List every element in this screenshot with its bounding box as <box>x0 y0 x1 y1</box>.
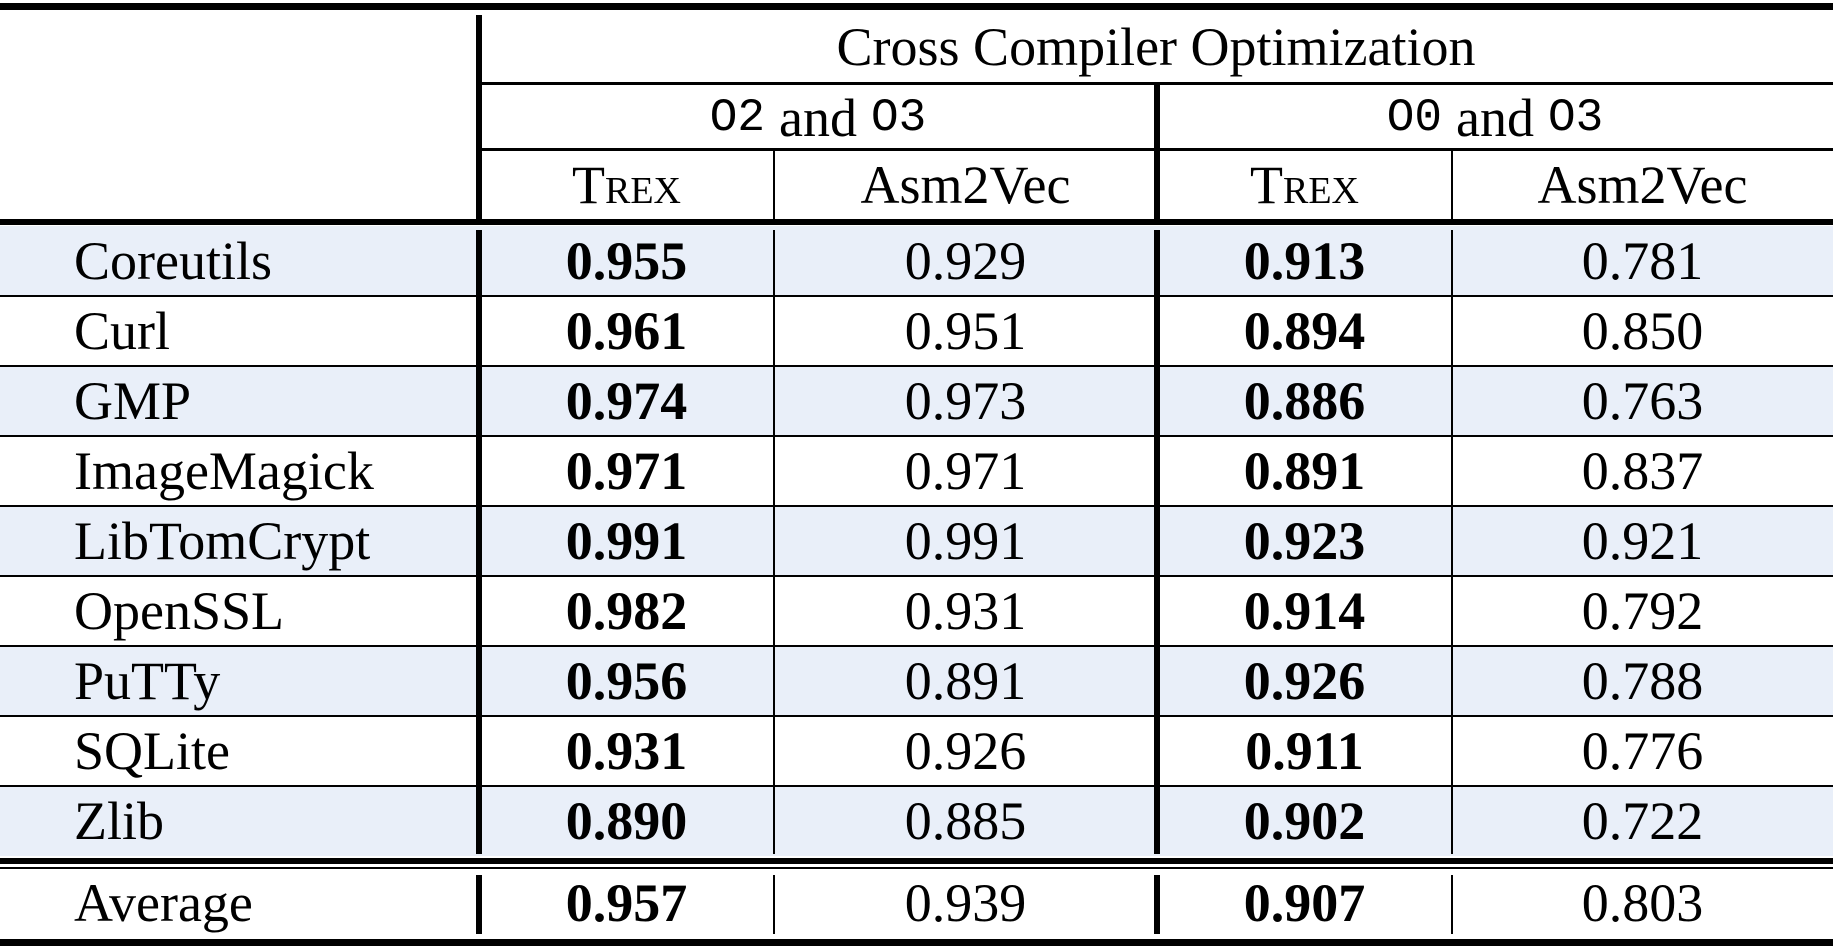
value-cell: 0.891 <box>904 651 1027 711</box>
opt-level: O0 <box>1386 92 1443 144</box>
value-cell: 0.971 <box>904 441 1027 501</box>
value-cell: 0.973 <box>904 371 1027 431</box>
value-cell: 0.776 <box>1581 721 1704 781</box>
rule <box>773 230 775 854</box>
row-label: Coreutils <box>74 231 272 291</box>
value-cell: 0.890 <box>565 791 688 851</box>
row-shade <box>0 506 1833 576</box>
row-label: PuTTy <box>74 651 221 711</box>
row-label: OpenSSL <box>74 581 285 641</box>
value-cell: 0.788 <box>1581 651 1704 711</box>
value-cell: 0.886 <box>1243 371 1366 431</box>
value-cell: 0.921 <box>1581 511 1704 571</box>
opt-level: O2 <box>709 92 766 144</box>
row-label: GMP <box>74 371 192 431</box>
value-cell: 0.781 <box>1581 231 1704 291</box>
joiner: and <box>1456 88 1534 148</box>
value-cell: 0.951 <box>904 301 1027 361</box>
rule <box>0 3 1833 10</box>
group-header: O2 and O3 <box>479 86 1157 150</box>
rule <box>0 365 1833 367</box>
value-cell: 0.929 <box>904 231 1027 291</box>
value-cell: 0.957 <box>565 873 688 933</box>
rule <box>479 82 1833 85</box>
rule <box>476 875 482 934</box>
column-header: Asm2Vec <box>860 155 1071 215</box>
value-cell: 0.911 <box>1245 721 1364 781</box>
rule <box>0 295 1833 297</box>
rule <box>0 219 1833 225</box>
value-cell: 0.971 <box>565 441 688 501</box>
value-cell: 0.955 <box>565 231 688 291</box>
rule <box>1451 875 1453 934</box>
rule <box>0 785 1833 787</box>
value-cell: 0.991 <box>904 511 1027 571</box>
value-cell: 0.803 <box>1581 873 1704 933</box>
value-cell: 0.837 <box>1581 441 1704 501</box>
opt-level: O3 <box>870 92 927 144</box>
rule <box>1154 875 1160 934</box>
value-cell: 0.894 <box>1243 301 1366 361</box>
value-cell: 0.931 <box>904 581 1027 641</box>
rule <box>0 575 1833 577</box>
rule <box>1451 230 1453 854</box>
column-header: Asm2Vec <box>1537 155 1748 215</box>
row-shade <box>0 646 1833 716</box>
opt-level: O3 <box>1547 92 1604 144</box>
value-cell: 0.923 <box>1243 511 1366 571</box>
column-header: Trex <box>572 155 681 215</box>
row-label: Average <box>74 873 253 933</box>
rule <box>0 645 1833 647</box>
row-label: ImageMagick <box>74 441 374 501</box>
row-shade <box>0 366 1833 436</box>
row-shade <box>0 226 1833 296</box>
rule <box>0 505 1833 507</box>
value-cell: 0.907 <box>1243 873 1366 933</box>
row-shade <box>0 786 1833 856</box>
rule <box>1154 85 1160 219</box>
rule <box>773 151 775 219</box>
value-cell: 0.792 <box>1581 581 1704 641</box>
row-label: Curl <box>74 301 171 361</box>
rule <box>476 230 482 854</box>
value-cell: 0.891 <box>1243 441 1366 501</box>
value-cell: 0.991 <box>565 511 688 571</box>
value-cell: 0.913 <box>1243 231 1366 291</box>
rule <box>0 939 1833 946</box>
rule <box>0 867 1833 869</box>
value-cell: 0.961 <box>565 301 688 361</box>
value-cell: 0.939 <box>904 873 1027 933</box>
value-cell: 0.914 <box>1243 581 1366 641</box>
value-cell: 0.974 <box>565 371 688 431</box>
row-label: LibTomCrypt <box>74 511 371 571</box>
rule <box>0 435 1833 437</box>
rule <box>1451 151 1453 219</box>
value-cell: 0.926 <box>904 721 1027 781</box>
column-header: Trex <box>1250 155 1359 215</box>
rule <box>476 15 482 219</box>
value-cell: 0.885 <box>904 791 1027 851</box>
rule <box>0 715 1833 717</box>
value-cell: 0.763 <box>1581 371 1704 431</box>
rule <box>1154 230 1160 854</box>
value-cell: 0.926 <box>1243 651 1366 711</box>
group-header: O0 and O3 <box>1157 86 1833 150</box>
value-cell: 0.982 <box>565 581 688 641</box>
value-cell: 0.722 <box>1581 791 1704 851</box>
value-cell: 0.850 <box>1581 301 1704 361</box>
row-label: SQLite <box>74 721 230 781</box>
joiner: and <box>779 88 857 148</box>
value-cell: 0.956 <box>565 651 688 711</box>
rule <box>773 875 775 934</box>
row-label: Zlib <box>74 791 164 851</box>
value-cell: 0.931 <box>565 721 688 781</box>
rule <box>0 858 1833 864</box>
value-cell: 0.902 <box>1243 791 1366 851</box>
table-title: Cross Compiler Optimization <box>836 17 1476 77</box>
